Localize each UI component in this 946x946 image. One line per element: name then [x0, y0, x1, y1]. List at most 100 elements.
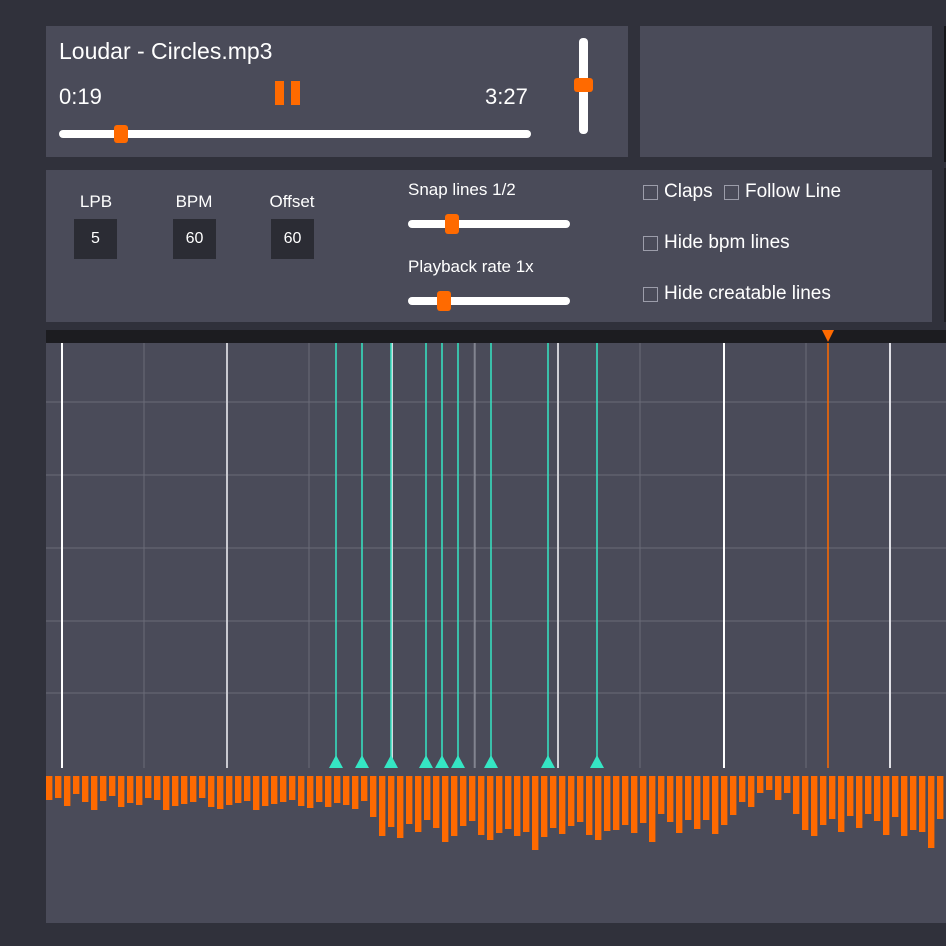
bpm-label: BPM: [175, 192, 213, 211]
marker-line[interactable]: [384, 343, 398, 768]
waveform-bar: [766, 776, 773, 790]
marker-triangle-icon[interactable]: [484, 755, 498, 768]
marker-line[interactable]: [541, 343, 555, 768]
total-time: 3:27: [485, 84, 528, 109]
waveform-bar: [280, 776, 287, 802]
pause-icon: [275, 81, 284, 105]
waveform-bar: [595, 776, 602, 840]
beat-grid[interactable]: [46, 343, 946, 768]
marker-triangle-icon[interactable]: [590, 755, 604, 768]
marker-triangle-icon[interactable]: [384, 755, 398, 768]
waveform-bar: [415, 776, 422, 832]
waveform-bar: [46, 776, 53, 800]
marker-triangle-icon[interactable]: [435, 755, 449, 768]
marker-line[interactable]: [419, 343, 433, 768]
waveform-bar: [928, 776, 935, 848]
marker-line[interactable]: [451, 343, 465, 768]
snap-lines-slider[interactable]: [408, 214, 570, 234]
waveform-bar: [739, 776, 746, 802]
marker-triangle-icon[interactable]: [419, 755, 433, 768]
snap-lines-slider-thumb[interactable]: [445, 214, 459, 234]
waveform-bar: [919, 776, 926, 832]
waveform-bar: [91, 776, 98, 810]
waveform-bar: [235, 776, 242, 803]
volume-slider[interactable]: [574, 38, 593, 134]
timeline-ruler[interactable]: [46, 330, 946, 343]
playback-rate-slider[interactable]: [408, 291, 570, 311]
lpb-label: LPB: [79, 192, 113, 211]
waveform-bar: [325, 776, 332, 807]
waveform-bar: [676, 776, 683, 833]
checkbox-box[interactable]: [643, 235, 658, 251]
song-title: Loudar - Circles.mp3: [59, 38, 273, 64]
waveform-bar: [775, 776, 782, 800]
follow-line-checkbox[interactable]: Follow Line: [724, 181, 841, 203]
checkbox-box[interactable]: [643, 184, 658, 200]
waveform-bar: [829, 776, 836, 819]
beat-editor[interactable]: [46, 343, 946, 768]
checkbox-box[interactable]: [724, 184, 739, 200]
waveform-bar: [856, 776, 863, 828]
waveform[interactable]: [46, 768, 946, 923]
marker-line[interactable]: [590, 343, 604, 768]
edge-divider: [944, 26, 946, 162]
waveform-bar: [469, 776, 476, 821]
marker-triangle-icon[interactable]: [355, 755, 369, 768]
snap-lines-label: Snap lines 1/2: [408, 180, 516, 199]
volume-slider-thumb[interactable]: [574, 78, 593, 92]
checkbox-box[interactable]: [643, 286, 658, 302]
waveform-bar: [253, 776, 260, 810]
waveform-bar: [424, 776, 431, 820]
waveform-bar: [271, 776, 278, 804]
playback-rate-slider-thumb[interactable]: [437, 291, 451, 311]
offset-input[interactable]: 60: [271, 219, 314, 259]
playhead-marker-icon[interactable]: [822, 330, 834, 342]
seek-slider[interactable]: [59, 125, 531, 143]
waveform-bar: [451, 776, 458, 836]
waveform-bar: [613, 776, 620, 830]
waveform-bar: [136, 776, 143, 805]
pause-button[interactable]: [275, 81, 301, 105]
timeline-ruler-svg: [822, 330, 834, 342]
waveform-bar: [811, 776, 818, 836]
waveform-bar: [649, 776, 656, 842]
marker-line[interactable]: [355, 343, 369, 768]
waveform-bar: [568, 776, 575, 826]
marker-triangle-icon[interactable]: [451, 755, 465, 768]
marker-triangle-icon[interactable]: [541, 755, 555, 768]
marker-line[interactable]: [484, 343, 498, 768]
waveform-bar: [883, 776, 890, 835]
waveform-svg: [46, 776, 944, 850]
waveform-bar: [577, 776, 584, 822]
waveform-bar: [703, 776, 710, 820]
marker-line[interactable]: [329, 343, 343, 768]
lpb-input[interactable]: 5: [74, 219, 117, 259]
edge-divider-lower: [944, 168, 946, 322]
waveform-bar: [487, 776, 494, 840]
waveform-bar: [793, 776, 800, 814]
waveform-bar: [802, 776, 809, 830]
waveform-bar: [181, 776, 188, 804]
player-panel: Loudar - Circles.mp3 0:19 3:27: [46, 26, 628, 157]
marker-triangle-icon[interactable]: [329, 755, 343, 768]
waveform-bar: [100, 776, 107, 801]
seek-slider-thumb[interactable]: [114, 125, 128, 143]
playback-rate-label: Playback rate 1x: [408, 257, 534, 276]
waveform-bar: [109, 776, 116, 796]
waveform-bar: [388, 776, 395, 827]
waveform-bar: [199, 776, 206, 798]
marker-line[interactable]: [435, 343, 449, 768]
hide-creatable-lines-checkbox[interactable]: Hide creatable lines: [643, 283, 831, 305]
bpm-input[interactable]: 60: [173, 219, 216, 259]
follow-line-label: Follow Line: [745, 181, 842, 202]
claps-checkbox[interactable]: Claps: [643, 181, 713, 203]
waveform-bar: [433, 776, 440, 828]
waveform-bar: [226, 776, 233, 805]
waveform-bar: [748, 776, 755, 807]
waveform-bar: [361, 776, 368, 801]
hide-bpm-lines-checkbox[interactable]: Hide bpm lines: [643, 232, 790, 254]
waveform-bar: [127, 776, 134, 803]
waveform-bar: [604, 776, 611, 831]
waveform-bar: [784, 776, 791, 793]
waveform-bar: [397, 776, 404, 838]
